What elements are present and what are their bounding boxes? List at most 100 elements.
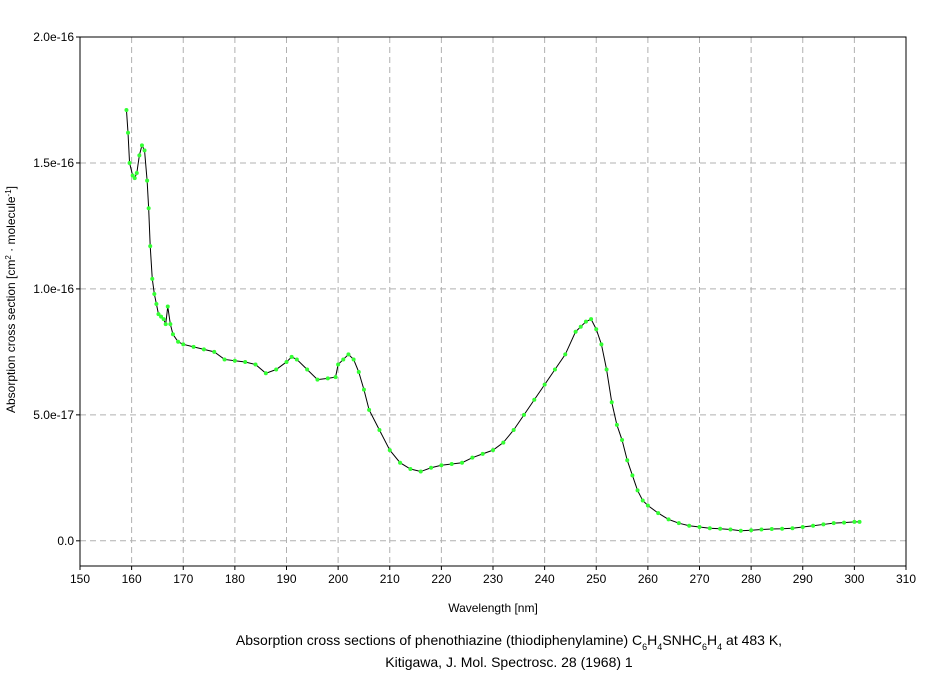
data-point [656, 511, 661, 516]
data-point [666, 517, 671, 522]
data-point [148, 244, 153, 249]
data-point [594, 327, 599, 332]
data-point [852, 519, 857, 524]
y-axis-label: Absorption cross section [cm2 · molecule… [4, 186, 19, 413]
data-point [470, 455, 475, 460]
x-tick-label: 300 [844, 572, 864, 586]
text-part: Absorption cross section [cm [4, 260, 18, 413]
data-point [429, 465, 434, 470]
data-point [532, 397, 537, 402]
text-part: Kitigawa, J. Mol. Spectrosc. 28 (1968) 1 [385, 654, 633, 670]
x-tick-label: 200 [328, 572, 348, 586]
data-point [201, 347, 206, 352]
data-point [356, 370, 361, 375]
data-point [491, 448, 495, 453]
data-point [315, 377, 320, 382]
data-point [294, 357, 299, 362]
data-point [501, 440, 506, 445]
data-point [377, 427, 382, 432]
data-point [645, 503, 650, 508]
data-point [150, 276, 155, 281]
y-tick-label: 2.0e-16 [33, 30, 74, 44]
data-point [521, 412, 526, 417]
data-point [145, 178, 150, 183]
data-point [333, 375, 338, 380]
data-point [640, 498, 645, 503]
data-point [589, 317, 594, 322]
data-point [480, 451, 485, 456]
data-point [289, 354, 294, 359]
y-tick-label: 1.0e-16 [33, 282, 74, 296]
x-tick-label: 160 [122, 572, 142, 586]
data-point [132, 176, 137, 181]
data-point [176, 339, 181, 344]
x-tick-label: 180 [225, 572, 245, 586]
data-point [630, 473, 635, 478]
chart-title: Kitigawa, J. Mol. Spectrosc. 28 (1968) 1 [385, 654, 633, 670]
data-point [154, 302, 159, 307]
data-point [800, 524, 805, 529]
labels: 150 160 170 180 190 200 210 220 230 240 250 260 270 2… [4, 30, 917, 670]
text-part: Wavelength [nm] [448, 601, 538, 615]
x-tick-label: 310 [896, 572, 916, 586]
data-point [460, 460, 465, 465]
x-tick-label: 250 [586, 572, 606, 586]
marks [124, 108, 862, 533]
data-point [367, 407, 372, 412]
text-part: H [647, 632, 657, 648]
data-point [134, 171, 139, 176]
data-point [625, 458, 630, 463]
text-part: at 483 K, [722, 632, 782, 648]
x-tick-label: 240 [535, 572, 555, 586]
x-tick-label: 220 [431, 572, 451, 586]
data-point [511, 427, 516, 432]
x-tick-label: 230 [483, 572, 503, 586]
x-tick-label: 280 [741, 572, 761, 586]
data-point [263, 371, 268, 376]
data-point [620, 438, 625, 443]
data-point [139, 143, 144, 148]
data-point [609, 400, 614, 405]
data-point [583, 319, 588, 324]
data-point [163, 322, 168, 327]
data-point [831, 521, 836, 526]
data-point [780, 526, 785, 531]
data-point [274, 367, 279, 372]
data-point [127, 160, 132, 165]
data-point [599, 342, 604, 347]
x-tick-label: 270 [689, 572, 709, 586]
chart-title: Absorption cross sections of phenothiazi… [236, 632, 782, 652]
text-part: 6 [702, 642, 707, 652]
data-point [341, 357, 346, 362]
text-part: SNHC [662, 632, 702, 648]
data-point [351, 357, 356, 362]
data-point [156, 312, 161, 317]
data-point [821, 522, 826, 527]
data-point [563, 352, 568, 357]
x-tick-label: 210 [380, 572, 400, 586]
y-tick-label: 5.0e-17 [33, 408, 74, 422]
data-point [635, 488, 640, 493]
data-point [222, 357, 227, 362]
text-part: ] [4, 186, 18, 189]
text-part: Absorption cross sections of phenothiazi… [236, 632, 642, 648]
data-point [552, 367, 557, 372]
data-point [687, 523, 692, 528]
text-part: 4 [717, 642, 722, 652]
data-point [168, 322, 173, 327]
data-point [449, 461, 454, 466]
data-point [346, 352, 351, 357]
data-point [146, 206, 151, 211]
x-tick-label: 150 [70, 572, 90, 586]
data-point [578, 324, 583, 329]
data-point [790, 526, 795, 531]
text-part: 6 [642, 642, 647, 652]
data-point [769, 526, 774, 531]
data-point [398, 460, 403, 465]
data-point [697, 524, 702, 529]
data-point [126, 130, 131, 135]
data-point [253, 362, 258, 367]
data-point [604, 367, 609, 372]
